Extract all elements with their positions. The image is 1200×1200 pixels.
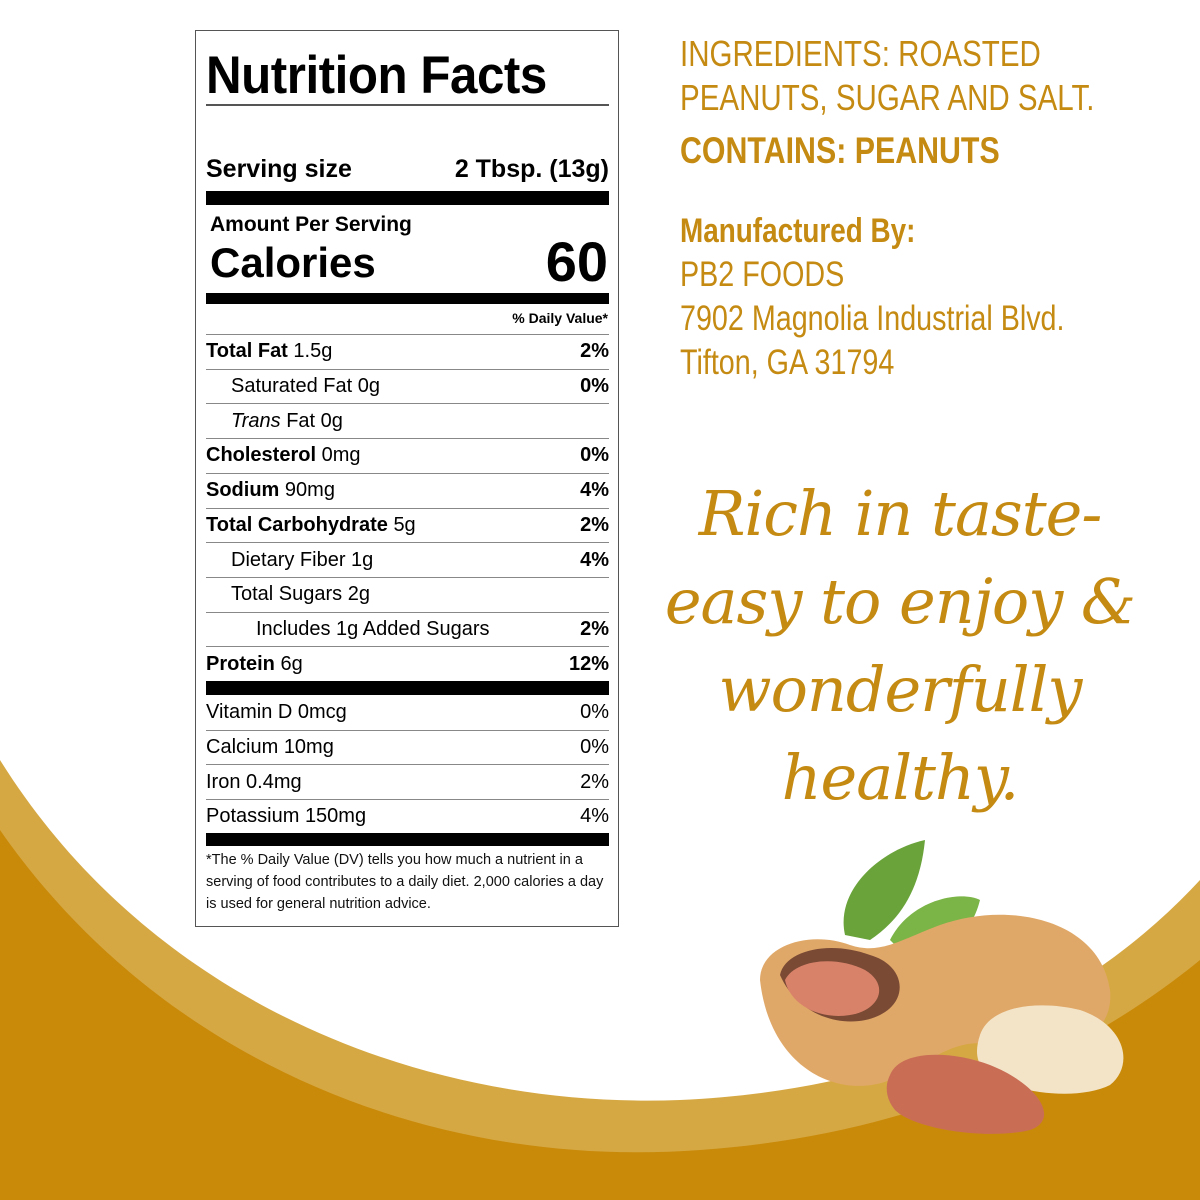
nutrient-amount: 1.5g — [293, 340, 333, 363]
address-line: Tifton, GA 31794 — [680, 343, 895, 382]
vitamin-row: Iron 0.4mg 2% — [206, 764, 609, 799]
nutrient-name: Dietary Fiber 1g — [206, 549, 373, 572]
nutrient-amount: 5g — [393, 513, 416, 536]
vitamin-amount: 10mg — [283, 736, 334, 759]
nutrient-name: Includes 1g Added Sugars — [206, 618, 490, 641]
nutrient-label: Cholesterol — [206, 444, 317, 467]
divider — [206, 833, 609, 846]
vitamin-amount: 150mg — [304, 805, 367, 828]
nutrient-row: Total Carbohydrate 5g 2% — [206, 507, 609, 543]
nutrient-amount: 2g — [347, 583, 370, 606]
nutrient-name: Total Sugars 2g — [206, 583, 370, 606]
nutrient-name: Saturated Fat 0g — [206, 375, 380, 398]
ingredients: INGREDIENTS: ROASTED PEANUTS, SUGAR AND … — [680, 33, 1095, 118]
nutrient-row: Total Fat 1.5g 2% — [206, 334, 609, 369]
vitamin-name: Potassium 150mg — [206, 805, 366, 828]
nutrient-dv: 0% — [580, 444, 609, 467]
divider — [206, 104, 609, 106]
nutrient-amount: 90mg — [284, 479, 335, 502]
nutrient-row: Dietary Fiber 1g 4% — [206, 542, 609, 577]
nutrient-label: Total Carbohydrate — [206, 513, 388, 536]
nutrient-dv: 4% — [580, 479, 609, 502]
nutrient-label: Saturated Fat — [231, 375, 353, 398]
nutrient-label: Sodium — [206, 479, 280, 502]
allergen-contains: CONTAINS: PEANUTS — [680, 130, 1000, 171]
manufacturer-address: PB2 FOODS 7902 Magnolia Industrial Blvd.… — [680, 253, 1123, 385]
vitamin-amount: 0.4mg — [246, 770, 302, 793]
nutrient-label: Trans — [231, 409, 281, 432]
tagline-line: easy to enjoy & — [664, 565, 1136, 638]
vitamin-label: Vitamin D — [206, 700, 293, 723]
serving-value: 2 Tbsp. (13g) — [454, 155, 609, 183]
nutrient-name: Protein 6g — [206, 653, 303, 676]
divider — [206, 191, 609, 205]
amount-per-serving: Amount Per Serving — [210, 213, 412, 236]
nutrient-name: Cholesterol 0mg — [206, 444, 361, 467]
vitamin-row: Calcium 10mg 0% — [206, 729, 609, 765]
nutrient-amount: 0g — [320, 409, 343, 432]
daily-value-header: % Daily Value* — [512, 310, 608, 326]
footnote: *The % Daily Value (DV) tells you how mu… — [206, 852, 604, 912]
vitamin-amount: 0mcg — [297, 700, 347, 723]
nutrition-title: Nutrition Facts — [206, 46, 547, 105]
nutrient-label: Includes 1g Added Sugars — [256, 617, 490, 640]
nutrient-name: Sodium 90mg — [206, 479, 335, 502]
manufactured-by: Manufactured By: — [680, 212, 916, 250]
nutrient-row: Total Sugars 2g — [206, 576, 609, 612]
nutrient-row: Trans Fat 0g — [206, 403, 609, 438]
tagline-line: wonderfully — [718, 653, 1083, 726]
address-line: 7902 Magnolia Industrial Blvd. — [680, 299, 1065, 338]
serving-size: Serving size 2 Tbsp. (13g) — [206, 155, 609, 184]
calories-value: 60 — [545, 230, 608, 293]
tagline-line: Rich in taste- — [698, 477, 1103, 550]
nutrient-dv: 4% — [580, 548, 609, 571]
vitamin-name: Iron 0.4mg — [206, 771, 302, 794]
address-line: PB2 FOODS — [680, 255, 845, 294]
nutrient-amount: 0g — [357, 375, 380, 398]
nutrient-name: Total Fat 1.5g — [206, 340, 332, 363]
nutrient-label: Total Fat — [206, 340, 288, 363]
nutrient-row: Includes 1g Added Sugars 2% — [206, 611, 609, 647]
nutrient-name: Trans Fat 0g — [206, 410, 343, 433]
vitamin-name: Vitamin D 0mcg — [206, 701, 347, 724]
nutrient-dv: 12% — [568, 652, 609, 675]
nutrient-label: Dietary Fiber — [231, 548, 346, 571]
nutrient-amount: 6g — [280, 652, 303, 675]
calories-label: Calories — [210, 239, 376, 286]
vitamin-label: Iron — [206, 770, 241, 793]
vitamin-label: Potassium — [206, 805, 300, 828]
serving-label: Serving size — [206, 155, 352, 183]
nutrient-dv: 0% — [580, 375, 609, 398]
nutrition-facts-label: Nutrition Facts Serving size 2 Tbsp. (13g… — [195, 30, 619, 927]
vitamin-name: Calcium 10mg — [206, 736, 334, 759]
nutrient-dv: 2% — [580, 340, 609, 363]
nutrient-row: Sodium 90mg 4% — [206, 472, 609, 508]
nutrient-label: Total Sugars — [231, 583, 343, 606]
tagline: Rich in taste- easy to enjoy & wonderful… — [640, 470, 1160, 822]
nutrient-row: Saturated Fat 0g 0% — [206, 368, 609, 404]
vitamin-dv: 0% — [580, 700, 609, 723]
divider — [206, 681, 609, 695]
vitamin-dv: 0% — [580, 736, 609, 759]
nutrient-label-suffix: Fat — [286, 409, 316, 432]
nutrient-row: Protein 6g 12% — [206, 646, 609, 681]
nutrient-dv: 2% — [580, 617, 609, 640]
vitamin-dv: 2% — [580, 770, 609, 793]
nutrient-amount: 0mg — [321, 444, 361, 467]
nutrient-amount: 1g — [351, 548, 374, 571]
nutrient-name: Total Carbohydrate 5g — [206, 514, 416, 537]
nutrient-label: Protein — [206, 652, 275, 675]
vitamin-row: Vitamin D 0mcg 0% — [206, 695, 609, 730]
vitamin-dv: 4% — [580, 805, 609, 828]
nutrient-dv: 2% — [580, 513, 609, 536]
divider — [206, 293, 609, 304]
tagline-line: healthy. — [781, 741, 1020, 814]
vitamin-label: Calcium — [206, 736, 279, 759]
peanut-illustration — [760, 840, 1124, 1134]
vitamin-row: Potassium 150mg 4% — [206, 799, 609, 834]
nutrient-row: Cholesterol 0mg 0% — [206, 438, 609, 473]
